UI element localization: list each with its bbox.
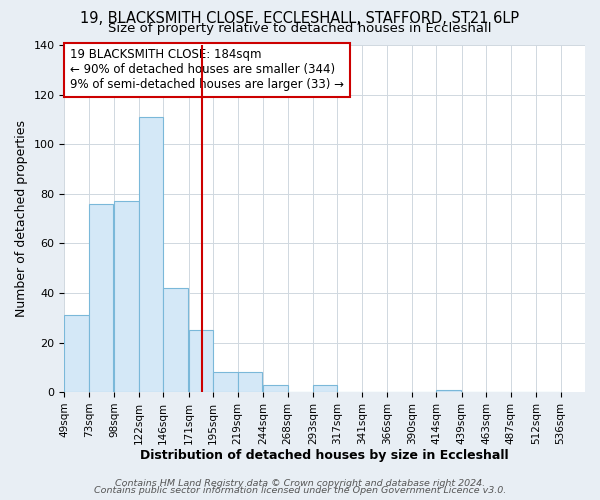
Bar (263, 384, 287, 392)
Bar (163, 288, 188, 392)
Bar (89, 204, 113, 392)
Text: Contains public sector information licensed under the Open Government Licence v3: Contains public sector information licen… (94, 486, 506, 495)
Bar (139, 117, 163, 392)
Bar (115, 201, 139, 392)
Y-axis label: Number of detached properties: Number of detached properties (15, 120, 28, 317)
Bar (436, 390, 461, 392)
X-axis label: Distribution of detached houses by size in Eccleshall: Distribution of detached houses by size … (140, 450, 509, 462)
Bar (188, 330, 213, 392)
Bar (64, 315, 89, 392)
Bar (238, 372, 262, 392)
Text: 19, BLACKSMITH CLOSE, ECCLESHALL, STAFFORD, ST21 6LP: 19, BLACKSMITH CLOSE, ECCLESHALL, STAFFO… (80, 11, 520, 26)
Text: Contains HM Land Registry data © Crown copyright and database right 2024.: Contains HM Land Registry data © Crown c… (115, 478, 485, 488)
Text: 19 BLACKSMITH CLOSE: 184sqm
← 90% of detached houses are smaller (344)
9% of sem: 19 BLACKSMITH CLOSE: 184sqm ← 90% of det… (70, 48, 344, 92)
Bar (213, 372, 238, 392)
Text: Size of property relative to detached houses in Eccleshall: Size of property relative to detached ho… (108, 22, 492, 35)
Bar (313, 384, 337, 392)
